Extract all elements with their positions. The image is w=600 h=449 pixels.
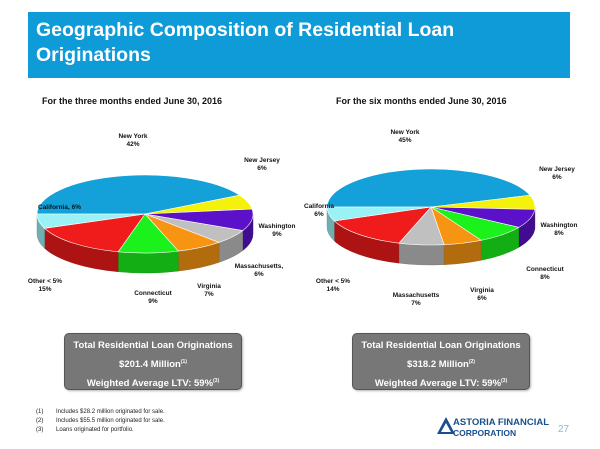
slice-label: Massachusetts, 6% (235, 263, 284, 278)
slice-label: Virginia 6% (470, 287, 494, 302)
summary-line-3: Weighted Average LTV: 59%(3) (374, 378, 508, 390)
footnote: (1) Includes $28.2 million originated for… (36, 409, 165, 415)
pie-chart-six-months: New York 45% New Jersey 6% Washington 8% Conne… (304, 129, 578, 307)
slice-label: New York 45% (390, 129, 419, 144)
title-banner: Geographic Composition of Residential Lo… (28, 12, 570, 78)
pie-slice (36, 213, 146, 229)
footnote-ref: (1) (180, 359, 187, 365)
footnote-ref: (3) (501, 378, 508, 385)
footnote-ref: (3) (213, 378, 220, 385)
summary-line-3: Weighted Average LTV: 59%(3) (86, 378, 220, 390)
logo-text: ASTORIA FINANCIAL (453, 417, 550, 428)
slice-label: New York 42% (118, 133, 147, 148)
slice-label: Massachusetts 7% (393, 292, 440, 307)
footnote: (3) Loans originated for portfolio. (36, 427, 134, 433)
pie-slice-side (398, 242, 445, 266)
slice-label: New Jersey 6% (244, 157, 280, 172)
slice-label: Virginia 7% (197, 283, 221, 298)
chart-1-title: For the three months ended June 30, 2016 (42, 96, 223, 106)
slice-label: Other < 5% 14% (316, 278, 350, 293)
slice-label: California 6% (304, 203, 334, 218)
pie-chart-three-months: New York 42% New Jersey 6% Washington 9% Massa… (28, 133, 296, 305)
summary-line-1: Total Residential Loan Originations (73, 340, 233, 351)
pie-slice (36, 174, 241, 215)
slice-label: Washington 9% (259, 223, 296, 238)
page-number: 27 (558, 424, 570, 435)
summary-line-2: $201.4 Million(1) (119, 359, 187, 371)
summary-line-2: $318.2 Million(2) (407, 359, 475, 371)
footnote-ref: (2) (468, 359, 475, 365)
footnotes: (1) Includes $28.2 million originated for… (36, 408, 165, 435)
pie-slice (333, 206, 432, 244)
pie-slice (43, 213, 146, 253)
footnote: (2) Includes $55.5 million originated for… (36, 418, 165, 424)
astoria-logo-icon (437, 417, 455, 434)
pie-slice (326, 206, 432, 222)
page-title: Geographic Composition of Residential Lo… (36, 19, 455, 66)
pie-slice (326, 168, 531, 208)
chart-2-title: For the six months ended June 30, 2016 (336, 96, 507, 106)
slice-label: Connecticut 8% (526, 266, 564, 281)
logo-subtext: CORPORATION (453, 428, 517, 438)
slice-label: California, 6% (38, 204, 81, 211)
slice-label: New Jersey 6% (539, 166, 575, 181)
slice-label: Washington 8% (541, 222, 578, 237)
summary-box-six-months: Total Residential Loan Originations $318… (352, 333, 530, 390)
summary-line-1: Total Residential Loan Originations (361, 340, 521, 351)
slice-label: Connecticut 9% (134, 290, 172, 305)
company-logo: ASTORIA FINANCIAL CORPORATION (436, 416, 556, 444)
summary-box-three-months: Total Residential Loan Originations $201… (64, 333, 242, 390)
slice-label: Other < 5% 15% (28, 278, 62, 293)
